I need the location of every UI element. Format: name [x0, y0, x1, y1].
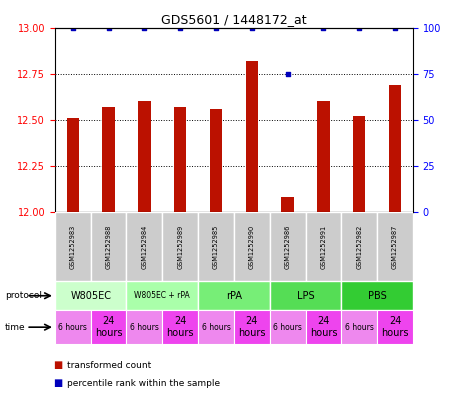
Text: transformed count: transformed count: [67, 361, 152, 370]
Text: GSM1252986: GSM1252986: [285, 224, 291, 269]
Bar: [389, 85, 401, 212]
Text: time: time: [5, 323, 25, 332]
Bar: [66, 118, 79, 212]
Bar: [317, 101, 330, 212]
Bar: [210, 109, 222, 212]
Bar: [126, 212, 162, 281]
Text: ■: ■: [53, 378, 63, 388]
Bar: [198, 310, 234, 344]
Text: LPS: LPS: [297, 291, 314, 301]
Text: GSM1252982: GSM1252982: [356, 224, 362, 269]
Point: [248, 24, 256, 31]
Text: 24
hours: 24 hours: [310, 316, 337, 338]
Bar: [55, 212, 91, 281]
Text: W805EC + rPA: W805EC + rPA: [134, 291, 190, 300]
Point: [212, 24, 219, 31]
Bar: [138, 101, 151, 212]
Text: GSM1252990: GSM1252990: [249, 224, 255, 269]
Text: 6 hours: 6 hours: [273, 323, 302, 332]
Bar: [234, 212, 270, 281]
Bar: [306, 212, 341, 281]
Text: 6 hours: 6 hours: [201, 323, 231, 332]
Bar: [91, 310, 126, 344]
Bar: [91, 212, 126, 281]
Bar: [162, 212, 198, 281]
Point: [356, 24, 363, 31]
Text: 6 hours: 6 hours: [58, 323, 87, 332]
Point: [105, 24, 113, 31]
Bar: [377, 212, 413, 281]
Bar: [198, 212, 234, 281]
Point: [69, 24, 76, 31]
Text: 24
hours: 24 hours: [166, 316, 194, 338]
Text: percentile rank within the sample: percentile rank within the sample: [67, 379, 220, 387]
Text: rPA: rPA: [226, 291, 242, 301]
Bar: [270, 212, 306, 281]
Text: 6 hours: 6 hours: [345, 323, 374, 332]
Bar: [341, 281, 413, 310]
Text: GSM1252989: GSM1252989: [177, 224, 183, 269]
Bar: [270, 281, 341, 310]
Text: 6 hours: 6 hours: [130, 323, 159, 332]
Point: [140, 24, 148, 31]
Text: GSM1252985: GSM1252985: [213, 224, 219, 269]
Text: GSM1252984: GSM1252984: [141, 224, 147, 269]
Bar: [377, 310, 413, 344]
Bar: [341, 212, 377, 281]
Bar: [126, 310, 162, 344]
Point: [391, 24, 399, 31]
Bar: [198, 281, 270, 310]
Text: GSM1252987: GSM1252987: [392, 224, 398, 269]
Text: GSM1252991: GSM1252991: [320, 224, 326, 269]
Bar: [281, 197, 294, 212]
Bar: [270, 310, 306, 344]
Title: GDS5601 / 1448172_at: GDS5601 / 1448172_at: [161, 13, 307, 26]
Bar: [353, 116, 365, 212]
Point: [176, 24, 184, 31]
Text: GSM1252983: GSM1252983: [70, 224, 76, 269]
Bar: [55, 281, 126, 310]
Text: protocol: protocol: [5, 291, 42, 300]
Bar: [126, 281, 198, 310]
Text: 24
hours: 24 hours: [381, 316, 409, 338]
Bar: [55, 310, 91, 344]
Text: W805EC: W805EC: [70, 291, 111, 301]
Text: PBS: PBS: [368, 291, 386, 301]
Bar: [102, 107, 115, 212]
Point: [319, 24, 327, 31]
Bar: [341, 310, 377, 344]
Text: ■: ■: [53, 360, 63, 371]
Bar: [306, 310, 341, 344]
Bar: [174, 107, 186, 212]
Bar: [234, 310, 270, 344]
Point: [284, 71, 291, 77]
Bar: [162, 310, 198, 344]
Text: 24
hours: 24 hours: [95, 316, 122, 338]
Bar: [246, 61, 258, 212]
Text: GSM1252988: GSM1252988: [106, 224, 112, 269]
Text: 24
hours: 24 hours: [238, 316, 266, 338]
